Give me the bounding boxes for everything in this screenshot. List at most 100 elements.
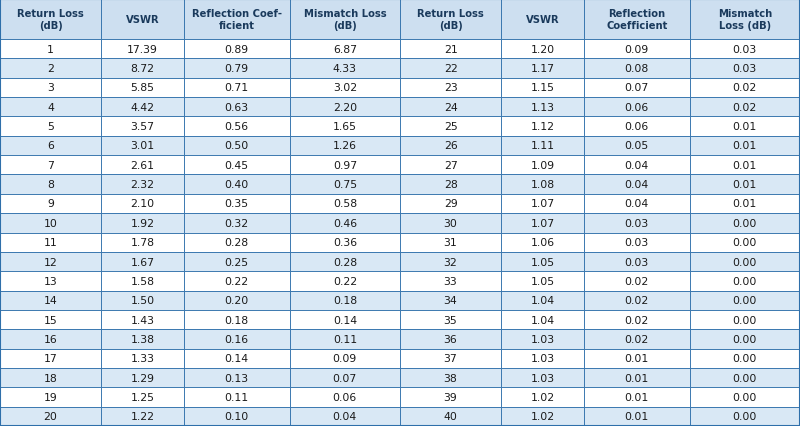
Bar (184, 214, 290, 233)
Text: 0.56: 0.56 (225, 122, 249, 132)
Text: 1.58: 1.58 (130, 276, 154, 286)
Text: 0.05: 0.05 (625, 141, 649, 151)
Text: 38: 38 (444, 373, 458, 383)
Text: 1.26: 1.26 (333, 141, 357, 151)
Bar (184, 368, 290, 387)
Bar (290, 214, 400, 233)
Bar (690, 214, 800, 233)
Bar (101, 233, 184, 252)
Bar (0, 136, 101, 156)
Text: 0.20: 0.20 (225, 296, 249, 305)
Text: 0.00: 0.00 (733, 218, 757, 228)
Text: 0.09: 0.09 (333, 354, 357, 363)
Bar (290, 175, 400, 194)
Bar (0, 98, 101, 117)
Text: 0.02: 0.02 (733, 83, 757, 93)
Bar (0, 0, 101, 40)
Text: 1.04: 1.04 (530, 315, 554, 325)
Text: 0.32: 0.32 (225, 218, 249, 228)
Bar (290, 98, 400, 117)
Text: 2.32: 2.32 (130, 180, 154, 190)
Text: 1.22: 1.22 (130, 412, 154, 421)
Text: 28: 28 (444, 180, 458, 190)
Bar (690, 271, 800, 291)
Text: 33: 33 (444, 276, 458, 286)
Bar (400, 175, 501, 194)
Bar (501, 407, 584, 426)
Bar (501, 175, 584, 194)
Text: 0.28: 0.28 (225, 238, 249, 248)
Bar (290, 387, 400, 407)
Bar (501, 214, 584, 233)
Text: 1.15: 1.15 (530, 83, 554, 93)
Bar (184, 233, 290, 252)
Bar (584, 233, 690, 252)
Text: 0.02: 0.02 (625, 334, 649, 344)
Bar (501, 117, 584, 136)
Text: 0.50: 0.50 (225, 141, 249, 151)
Text: Mismatch
Loss (dB): Mismatch Loss (dB) (718, 9, 772, 31)
Text: 0.02: 0.02 (625, 315, 649, 325)
Bar (584, 214, 690, 233)
Text: 16: 16 (44, 334, 58, 344)
Bar (501, 78, 584, 98)
Bar (184, 0, 290, 40)
Text: 37: 37 (444, 354, 458, 363)
Text: 5: 5 (47, 122, 54, 132)
Text: 0.03: 0.03 (625, 238, 649, 248)
Bar (184, 59, 290, 78)
Text: 0.03: 0.03 (625, 257, 649, 267)
Bar (501, 368, 584, 387)
Text: 3.57: 3.57 (130, 122, 154, 132)
Bar (400, 98, 501, 117)
Text: 0.01: 0.01 (733, 141, 757, 151)
Bar (584, 194, 690, 214)
Bar (290, 117, 400, 136)
Bar (0, 349, 101, 368)
Text: 1.06: 1.06 (530, 238, 554, 248)
Bar (184, 98, 290, 117)
Text: 0.89: 0.89 (225, 45, 249, 55)
Text: 29: 29 (444, 199, 458, 209)
Text: 30: 30 (444, 218, 458, 228)
Bar (184, 78, 290, 98)
Bar (690, 78, 800, 98)
Text: 1.33: 1.33 (130, 354, 154, 363)
Text: Return Loss
(dB): Return Loss (dB) (417, 9, 484, 31)
Text: 10: 10 (44, 218, 58, 228)
Bar (400, 349, 501, 368)
Bar (290, 310, 400, 329)
Text: 0.01: 0.01 (625, 373, 649, 383)
Text: 11: 11 (44, 238, 58, 248)
Text: 26: 26 (444, 141, 458, 151)
Bar (690, 252, 800, 271)
Bar (184, 117, 290, 136)
Bar (290, 40, 400, 59)
Bar (501, 387, 584, 407)
Text: 0.00: 0.00 (733, 392, 757, 402)
Bar (501, 59, 584, 78)
Text: 1.43: 1.43 (130, 315, 154, 325)
Bar (0, 271, 101, 291)
Bar (0, 310, 101, 329)
Text: 23: 23 (444, 83, 458, 93)
Text: 35: 35 (444, 315, 458, 325)
Text: 0.08: 0.08 (625, 64, 649, 74)
Bar (690, 387, 800, 407)
Bar (501, 310, 584, 329)
Bar (0, 194, 101, 214)
Bar (584, 329, 690, 349)
Text: 6: 6 (47, 141, 54, 151)
Text: 3.01: 3.01 (130, 141, 154, 151)
Bar (584, 98, 690, 117)
Text: 0.00: 0.00 (733, 315, 757, 325)
Text: 0.36: 0.36 (333, 238, 357, 248)
Text: 1.20: 1.20 (530, 45, 554, 55)
Bar (584, 271, 690, 291)
Text: 0.58: 0.58 (333, 199, 357, 209)
Bar (690, 98, 800, 117)
Bar (690, 291, 800, 310)
Text: 1: 1 (47, 45, 54, 55)
Text: 0.71: 0.71 (225, 83, 249, 93)
Text: 0.01: 0.01 (733, 199, 757, 209)
